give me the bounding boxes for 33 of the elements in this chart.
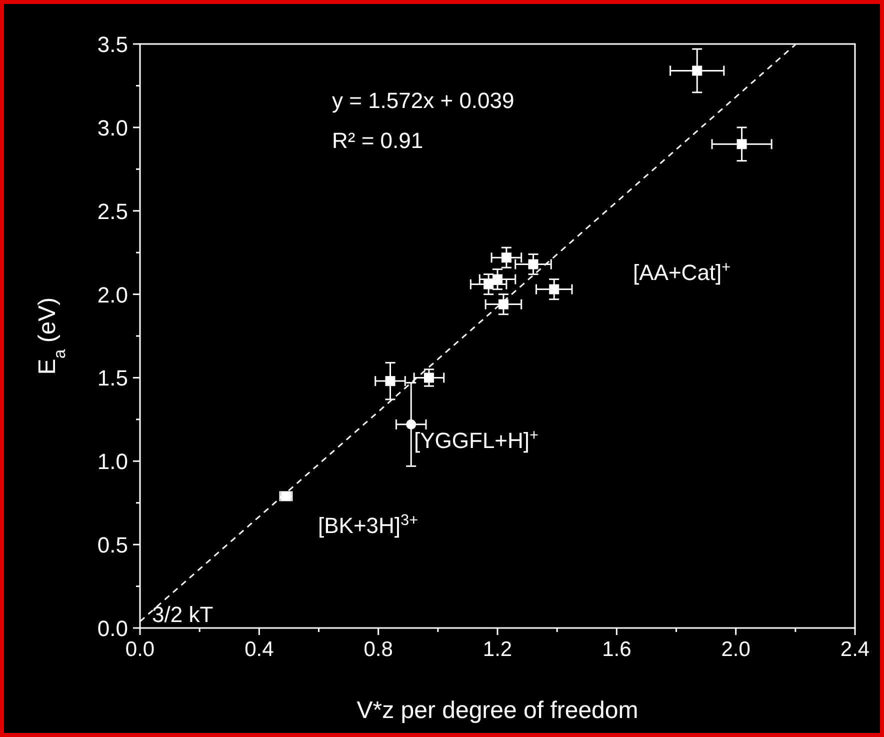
point: [498, 299, 508, 310]
x-tick-label: 0.4: [244, 638, 274, 661]
point: [528, 259, 538, 270]
y-tick-label: 2.0: [97, 282, 128, 308]
y-tick-label: 1.5: [97, 366, 128, 391]
point: [736, 139, 747, 150]
x-tick-label: 1.2: [482, 638, 512, 661]
y-tick-label: 3.0: [97, 115, 128, 140]
point: [484, 279, 494, 290]
point: [385, 376, 396, 386]
point: [549, 284, 560, 294]
point: [406, 419, 416, 430]
x-axis-title: V*z per degree of freedom: [356, 697, 638, 724]
x-tick-label: 1.6: [602, 638, 632, 661]
annotation: [BK+3H]$^{3+}$: [318, 512, 418, 538]
point: [501, 252, 512, 263]
annotation: R² = 0.91: [332, 128, 424, 153]
x-tick-label: 2.0: [721, 638, 750, 661]
annotation: 3/2 kT: [152, 602, 214, 627]
y-tick-label: 0.0: [97, 616, 128, 641]
y-tick-label: 2.5: [97, 198, 128, 224]
x-tick-label: 2.4: [840, 638, 870, 661]
y-tick-label: 1.0: [97, 449, 128, 474]
annotation: [YGGFL+H]$^{+}$: [414, 426, 539, 453]
point: [424, 372, 434, 383]
x-tick-label: 0.0: [125, 638, 155, 661]
point: [692, 66, 702, 76]
point: [492, 274, 502, 284]
annotation: y = 1.572x + 0.039: [332, 88, 514, 113]
x-tick-label: 0.8: [364, 638, 393, 661]
y-tick-label: 3.5: [97, 32, 128, 57]
y-tick-label: 0.5: [97, 532, 128, 558]
annotation: [AA+Cat]$^{+}$: [633, 258, 731, 285]
